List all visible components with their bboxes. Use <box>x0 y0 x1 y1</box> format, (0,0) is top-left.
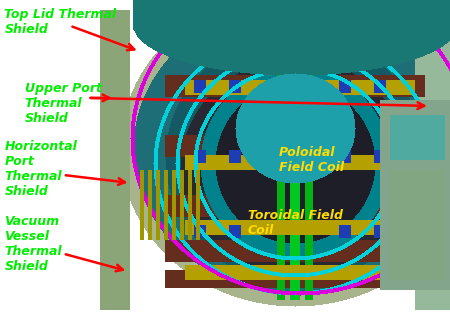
Text: Toroidal Field
Coil: Toroidal Field Coil <box>248 209 342 237</box>
Text: Vacuum
Vessel
Thermal
Shield: Vacuum Vessel Thermal Shield <box>4 215 62 273</box>
Text: Horizontal
Port
Thermal
Shield: Horizontal Port Thermal Shield <box>4 140 77 198</box>
Text: Poloidal
Field Coil: Poloidal Field Coil <box>279 146 344 174</box>
Text: Upper Port
Thermal
Shield: Upper Port Thermal Shield <box>25 82 102 125</box>
Text: Top Lid Thermal
Shield: Top Lid Thermal Shield <box>4 8 117 36</box>
